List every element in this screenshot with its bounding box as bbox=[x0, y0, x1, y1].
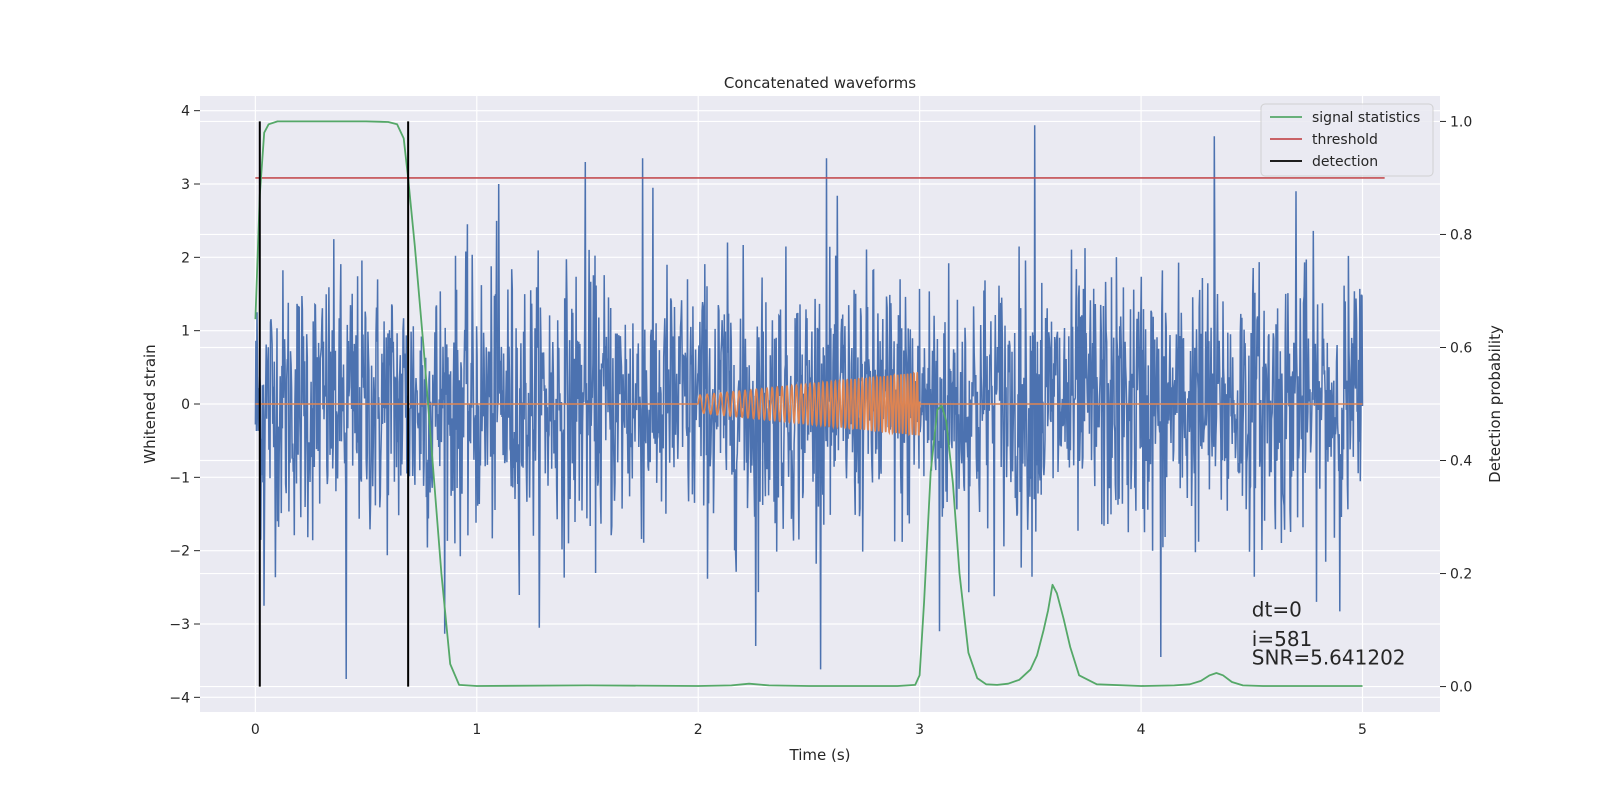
y-right-tick-label: 0.4 bbox=[1450, 454, 1472, 470]
annotation-text: dt=0 bbox=[1252, 598, 1302, 622]
x-axis-label: Time (s) bbox=[789, 746, 851, 764]
x-tick-label: 1 bbox=[472, 722, 481, 738]
y-tick-label: −3 bbox=[169, 617, 190, 633]
series-signal-statistics bbox=[254, 120, 1363, 687]
y-tick-label: 4 bbox=[181, 104, 190, 120]
ticks: 0 1 2 3 4 5 −4 −3 −2 −1 0 1 2 3 4 0.0 0.2 0.4 0.6 0.8 1.0 bbox=[169, 104, 1472, 738]
series-injected-waveform bbox=[255, 371, 1363, 437]
annotation-text: i=581 bbox=[1252, 627, 1313, 651]
x-tick-label: 4 bbox=[1137, 722, 1146, 738]
y-tick-label: 1 bbox=[181, 324, 190, 340]
y-right-tick-label: 0.6 bbox=[1450, 340, 1472, 356]
y-axis-label: Whitened strain bbox=[141, 344, 159, 463]
x-tick-label: 5 bbox=[1358, 722, 1367, 738]
y-tick-label: −4 bbox=[169, 690, 190, 706]
legend-label-threshold: threshold bbox=[1312, 132, 1378, 148]
x-tick-label: 3 bbox=[915, 722, 924, 738]
legend: signal statistics threshold detection bbox=[1260, 103, 1434, 177]
annotation-text: SNR=5.641202 bbox=[1252, 645, 1406, 669]
y-tick-label: 2 bbox=[181, 250, 190, 266]
y-right-tick-label: 0.2 bbox=[1450, 567, 1472, 583]
y-tick-label: 0 bbox=[181, 397, 190, 413]
y-tick-label: 3 bbox=[181, 177, 190, 193]
y-axis-label-right: Detection probability bbox=[1486, 325, 1504, 483]
legend-label-detection: detection bbox=[1312, 154, 1378, 170]
y-right-tick-label: 0.0 bbox=[1450, 680, 1472, 696]
plot-area bbox=[254, 120, 1385, 687]
y-tick-label: −1 bbox=[169, 470, 190, 486]
x-tick-label: 0 bbox=[251, 722, 260, 738]
y-right-tick-label: 1.0 bbox=[1450, 114, 1472, 130]
legend-label-signal-statistics: signal statistics bbox=[1312, 110, 1420, 126]
y-tick-label: −2 bbox=[169, 544, 190, 560]
y-right-tick-label: 0.8 bbox=[1450, 227, 1472, 243]
chart-title: Concatenated waveforms bbox=[724, 74, 916, 92]
x-tick-label: 2 bbox=[694, 722, 703, 738]
legend-box bbox=[1260, 103, 1434, 177]
